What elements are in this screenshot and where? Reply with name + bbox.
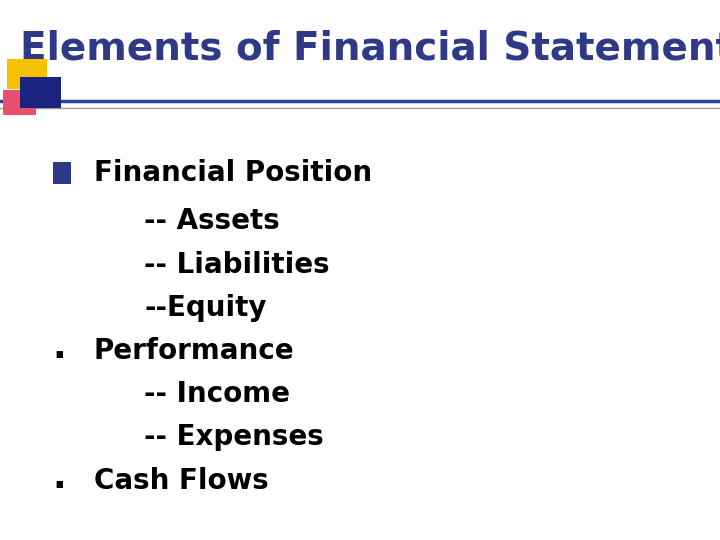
Text: Elements of Financial Statements: Elements of Financial Statements — [20, 30, 720, 68]
Text: .: . — [53, 461, 66, 495]
Text: -- Expenses: -- Expenses — [144, 423, 324, 451]
Text: -- Assets: -- Assets — [144, 207, 280, 235]
Text: Financial Position: Financial Position — [94, 159, 372, 187]
Text: .: . — [53, 332, 66, 365]
Text: Cash Flows: Cash Flows — [94, 467, 269, 495]
FancyBboxPatch shape — [3, 90, 36, 115]
FancyBboxPatch shape — [20, 77, 61, 108]
Text: -- Liabilities: -- Liabilities — [144, 251, 330, 279]
Text: --Equity: --Equity — [144, 294, 266, 322]
Text: Performance: Performance — [94, 337, 294, 365]
Text: -- Income: -- Income — [144, 380, 290, 408]
FancyBboxPatch shape — [53, 162, 71, 184]
FancyBboxPatch shape — [7, 59, 47, 89]
